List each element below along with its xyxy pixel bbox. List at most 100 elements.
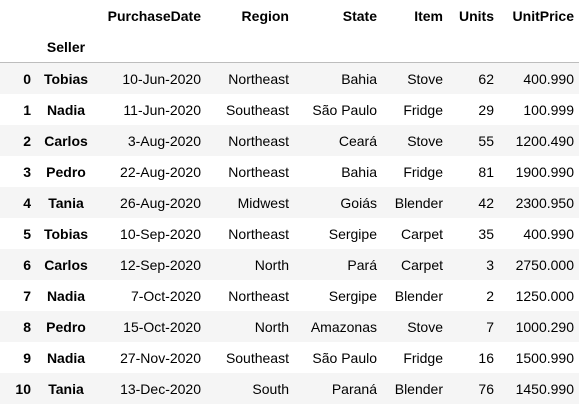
index-name-seller: Seller <box>46 38 86 55</box>
item-cell: Blender <box>394 194 443 211</box>
purchase-date-cell: 26-Aug-2020 <box>120 194 201 211</box>
item-cell: Blender <box>394 380 443 397</box>
corner-cell <box>0 0 36 31</box>
unit-price-cell: 100.999 <box>523 101 574 118</box>
item-cell: Stove <box>407 70 443 87</box>
purchase-date-cell: 3-Aug-2020 <box>127 132 201 149</box>
unit-price-cell: 2750.000 <box>515 256 574 273</box>
row-index: 1 <box>23 101 31 118</box>
row-index: 0 <box>23 70 31 87</box>
units-cell: 76 <box>478 380 494 397</box>
table-row: 1 Nadia 11-Jun-2020 Southeast São Paulo Fridg… <box>0 94 579 125</box>
units-cell: 3 <box>486 256 494 273</box>
item-cell: Carpet <box>400 225 443 242</box>
row-index: 9 <box>23 349 31 366</box>
column-header-units: Units <box>459 7 494 24</box>
item-cell: Carpet <box>400 256 443 273</box>
state-cell: Bahia <box>341 70 377 87</box>
seller-cell: Carlos <box>44 132 88 149</box>
item-cell: Fridge <box>403 349 443 366</box>
purchase-date-cell: 15-Oct-2020 <box>123 318 201 335</box>
row-index: 10 <box>15 380 31 397</box>
units-cell: 7 <box>486 318 494 335</box>
unit-price-cell: 1900.990 <box>515 163 574 180</box>
units-cell: 2 <box>486 287 494 304</box>
item-cell: Stove <box>407 132 443 149</box>
region-cell: Northeast <box>228 287 289 304</box>
state-cell: São Paulo <box>312 349 377 366</box>
unit-price-cell: 400.990 <box>523 70 574 87</box>
column-header-purchasedate: PurchaseDate <box>107 7 201 24</box>
row-index: 3 <box>23 163 31 180</box>
item-cell: Fridge <box>403 101 443 118</box>
row-index: 6 <box>23 256 31 273</box>
unit-price-cell: 1000.290 <box>515 318 574 335</box>
state-cell: Amazonas <box>310 318 377 335</box>
units-cell: 29 <box>478 101 494 118</box>
seller-cell: Tobias <box>43 225 89 242</box>
column-header-region: Region <box>241 7 289 24</box>
state-cell: São Paulo <box>312 101 377 118</box>
seller-cell: Carlos <box>44 256 88 273</box>
state-cell: Ceará <box>338 132 377 149</box>
purchase-date-cell: 7-Oct-2020 <box>130 287 201 304</box>
purchase-date-cell: 22-Aug-2020 <box>120 163 201 180</box>
table-row: 9 Nadia 27-Nov-2020 Southeast São Paulo Fridg… <box>0 342 579 373</box>
table-row: 5 Tobias 10-Sep-2020 Northeast Sergipe Carpet… <box>0 218 579 249</box>
row-index: 7 <box>23 287 31 304</box>
table-body: 0 Tobias 10-Jun-2020 Northeast Bahia Stove 62 4… <box>0 62 579 404</box>
region-cell: Northeast <box>228 225 289 242</box>
purchase-date-cell: 13-Dec-2020 <box>120 380 201 397</box>
unit-price-cell: 1250.000 <box>515 287 574 304</box>
unit-price-cell: 1500.990 <box>515 349 574 366</box>
units-cell: 35 <box>478 225 494 242</box>
empty-header-cell <box>499 31 579 63</box>
purchase-date-cell: 12-Sep-2020 <box>120 256 201 273</box>
empty-header-cell <box>382 31 448 63</box>
purchase-date-cell: 10-Sep-2020 <box>120 225 201 242</box>
region-cell: Northeast <box>228 132 289 149</box>
table-row: 0 Tobias 10-Jun-2020 Northeast Bahia Stove 62 4… <box>0 62 579 94</box>
item-cell: Stove <box>407 318 443 335</box>
table-row: 4 Tania 26-Aug-2020 Midwest Goiás Blender 42 23… <box>0 187 579 218</box>
state-cell: Pará <box>347 256 377 273</box>
row-index: 2 <box>23 132 31 149</box>
table-row: 6 Carlos 12-Sep-2020 North Pará Carpet 3 2750.0… <box>0 249 579 280</box>
column-header-state: State <box>342 7 377 24</box>
unit-price-cell: 400.990 <box>523 225 574 242</box>
table-header: PurchaseDate Region State Item Units Uni… <box>0 0 579 63</box>
seller-cell: Nadia <box>46 349 86 366</box>
seller-spacer-header <box>36 0 96 31</box>
units-cell: 42 <box>478 194 494 211</box>
row-index: 8 <box>23 318 31 335</box>
region-cell: Northeast <box>228 163 289 180</box>
seller-cell: Nadia <box>46 287 86 304</box>
table-row: 7 Nadia 7-Oct-2020 Northeast Sergipe Blender 2… <box>0 280 579 311</box>
state-cell: Bahia <box>341 163 377 180</box>
purchase-date-cell: 11-Jun-2020 <box>123 101 201 118</box>
units-cell: 81 <box>478 163 494 180</box>
empty-header-cell <box>96 31 206 63</box>
state-cell: Goiás <box>340 194 377 211</box>
region-cell: Southeast <box>225 101 289 118</box>
region-cell: North <box>254 256 289 273</box>
table-row: 8 Pedro 15-Oct-2020 North Amazonas Stove 7 1000… <box>0 311 579 342</box>
seller-cell: Pedro <box>46 163 86 180</box>
item-cell: Blender <box>394 287 443 304</box>
empty-header-cell <box>206 31 294 63</box>
row-index: 4 <box>23 194 31 211</box>
seller-cell: Tobias <box>43 70 89 87</box>
seller-cell: Tania <box>48 194 84 211</box>
state-cell: Paraná <box>331 380 377 397</box>
row-index: 5 <box>23 225 31 242</box>
unit-price-cell: 1200.490 <box>515 132 574 149</box>
purchase-date-cell: 27-Nov-2020 <box>120 349 201 366</box>
column-header-row: PurchaseDate Region State Item Units Uni… <box>0 0 579 31</box>
index-name-spacer <box>0 31 36 63</box>
region-cell: South <box>252 380 289 397</box>
units-cell: 62 <box>478 70 494 87</box>
region-cell: Southeast <box>225 349 289 366</box>
table-row: 3 Pedro 22-Aug-2020 Northeast Bahia Fridge 81 1… <box>0 156 579 187</box>
seller-cell: Nadia <box>46 101 86 118</box>
